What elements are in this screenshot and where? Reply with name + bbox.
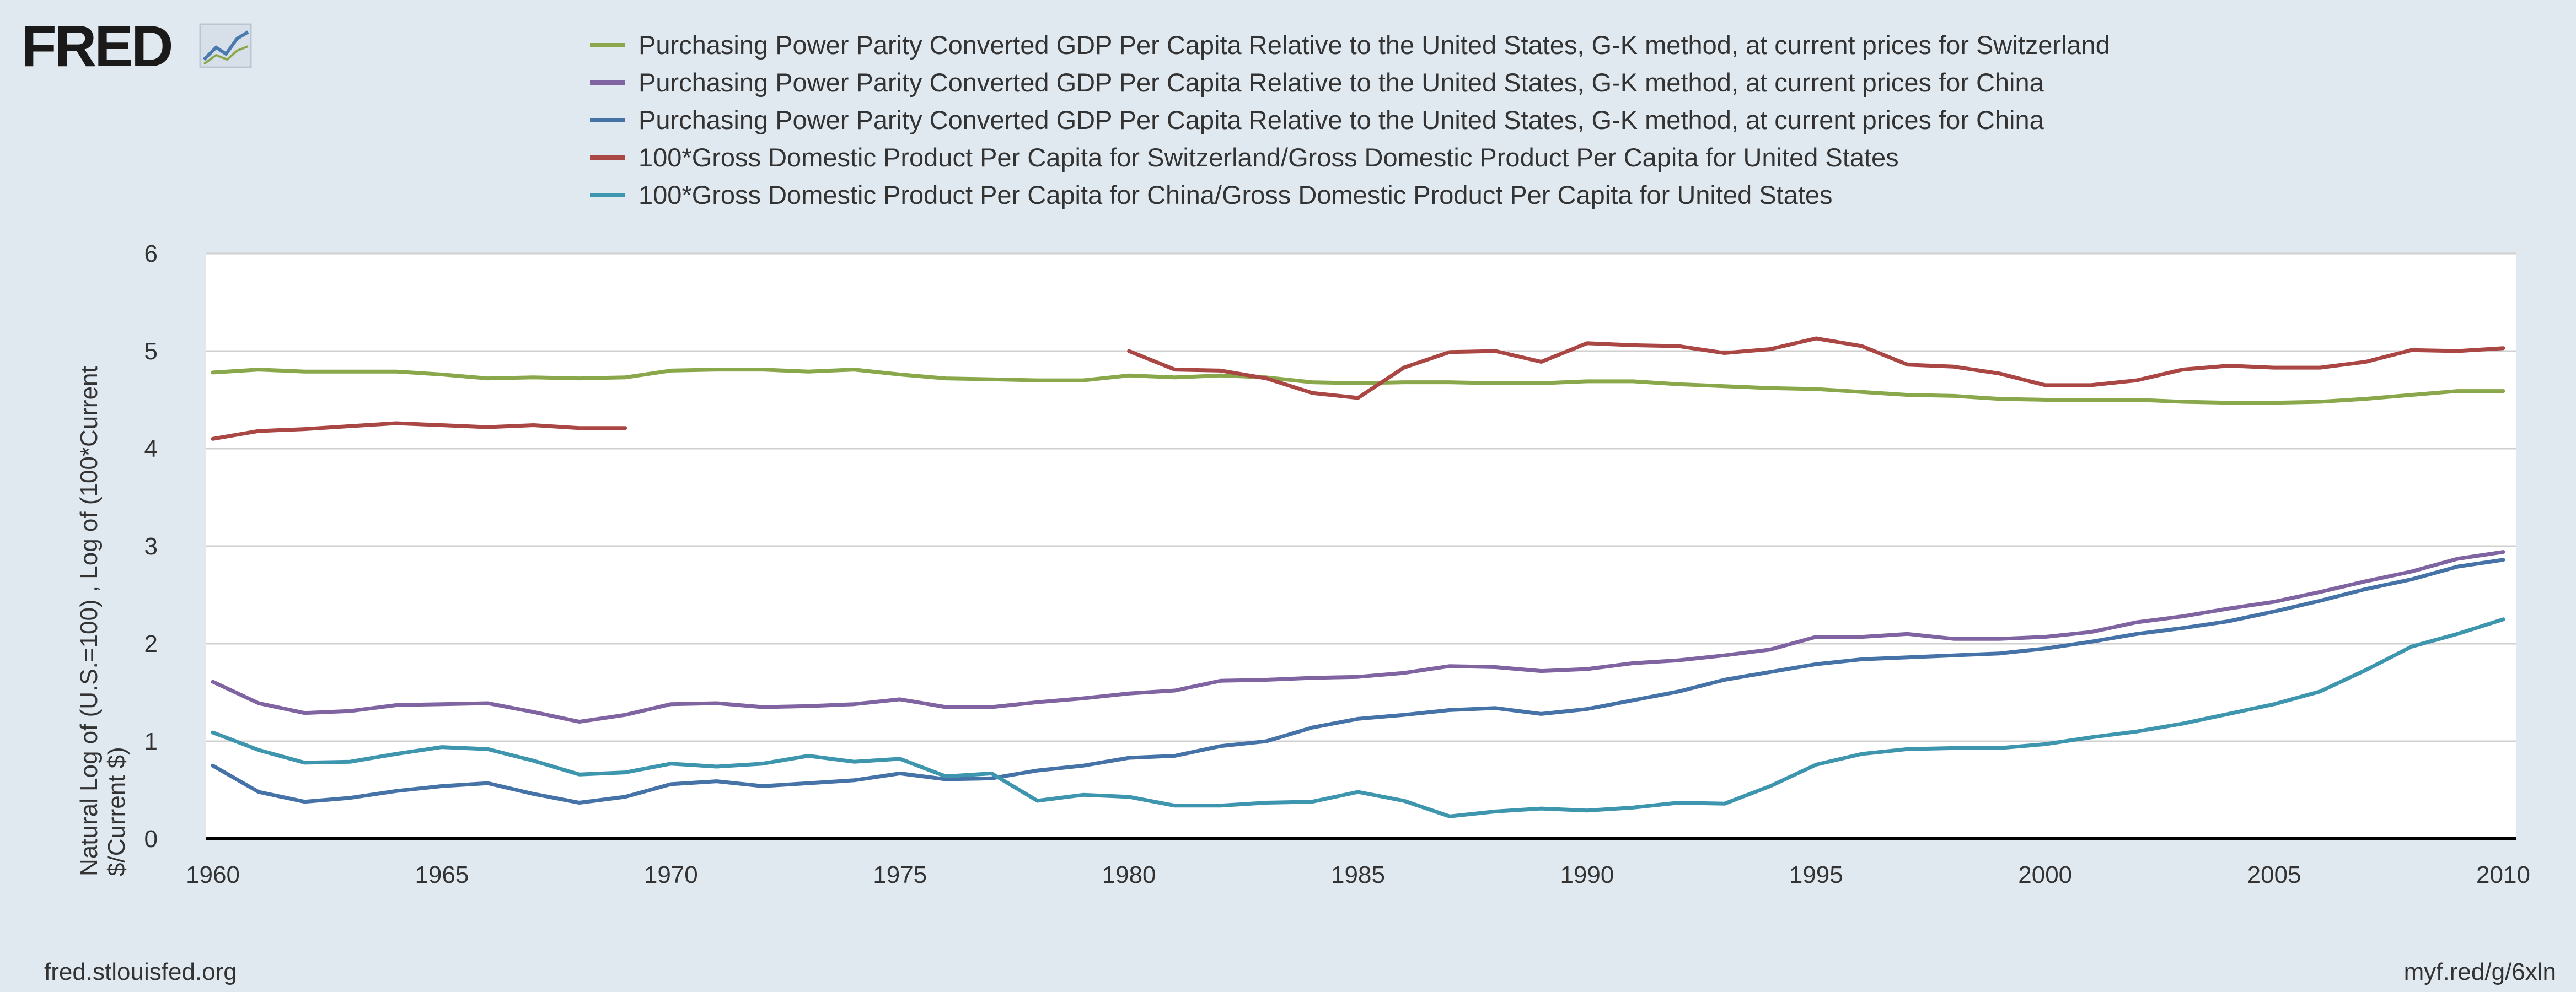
y-tick-label: 3 (144, 533, 158, 560)
legend-label[interactable]: Purchasing Power Parity Converted GDP Pe… (638, 68, 2044, 97)
legend-label[interactable]: 100*Gross Domestic Product Per Capita fo… (638, 143, 1899, 172)
series-line-2[interactable] (211, 550, 2505, 724)
x-tick-label: 1990 (1560, 861, 1614, 888)
fred-logo[interactable]: FRED (21, 14, 252, 79)
y-tick-label: 6 (144, 240, 158, 267)
x-tick-label: 1965 (415, 861, 469, 888)
x-tick-label: 2005 (2247, 861, 2301, 888)
y-tick-label: 1 (144, 728, 158, 755)
series-line-4-segment-1[interactable] (211, 421, 627, 441)
x-tick-label: 1980 (1102, 861, 1156, 888)
logo-text: FRED (21, 14, 171, 79)
x-tick-label: 1960 (186, 861, 240, 888)
x-tick-label: 1975 (873, 861, 927, 888)
legend-label[interactable]: Purchasing Power Parity Converted GDP Pe… (638, 30, 2110, 60)
legend-label[interactable]: Purchasing Power Parity Converted GDP Pe… (638, 105, 2044, 134)
footer-source[interactable]: fred.stlouisfed.org (44, 958, 237, 985)
x-tick-label: 1985 (1331, 861, 1385, 888)
series-line-3[interactable] (211, 558, 2505, 805)
series-line-5[interactable] (211, 617, 2505, 818)
gridlines (206, 252, 2516, 742)
footer-short-url[interactable]: myf.red/g/6xln (2404, 958, 2556, 985)
series-line-1[interactable] (211, 368, 2505, 405)
y-axis-label-line-1: Natural Log of (U.S.=100) , Log of (100*… (76, 366, 103, 876)
x-tick-label: 2010 (2476, 861, 2530, 888)
y-axis-label-line-2: $/Current $) (103, 747, 130, 876)
y-tick-label: 2 (144, 630, 158, 657)
series-lines (211, 336, 2505, 818)
series-line-4-segment-2[interactable] (1127, 336, 2505, 400)
x-tick-label: 2000 (2018, 861, 2072, 888)
legend: Purchasing Power Parity Converted GDP Pe… (590, 30, 2110, 209)
line-chart-icon (199, 23, 252, 68)
x-tick-label: 1970 (644, 861, 698, 888)
y-tick-labels: 0 1 2 3 4 5 6 (144, 240, 158, 853)
x-tick-label: 1995 (1789, 861, 1843, 888)
x-tick-labels: 1960 1965 1970 1975 1980 1985 1990 1995 2000 2005… (186, 861, 2530, 888)
y-tick-label: 0 (144, 826, 158, 853)
y-tick-label: 5 (144, 338, 158, 365)
legend-label[interactable]: 100*Gross Domestic Product Per Capita fo… (638, 180, 1833, 209)
y-tick-label: 4 (144, 435, 158, 462)
